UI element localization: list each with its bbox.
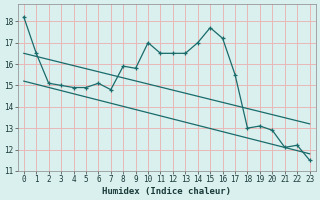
X-axis label: Humidex (Indice chaleur): Humidex (Indice chaleur) bbox=[102, 187, 231, 196]
